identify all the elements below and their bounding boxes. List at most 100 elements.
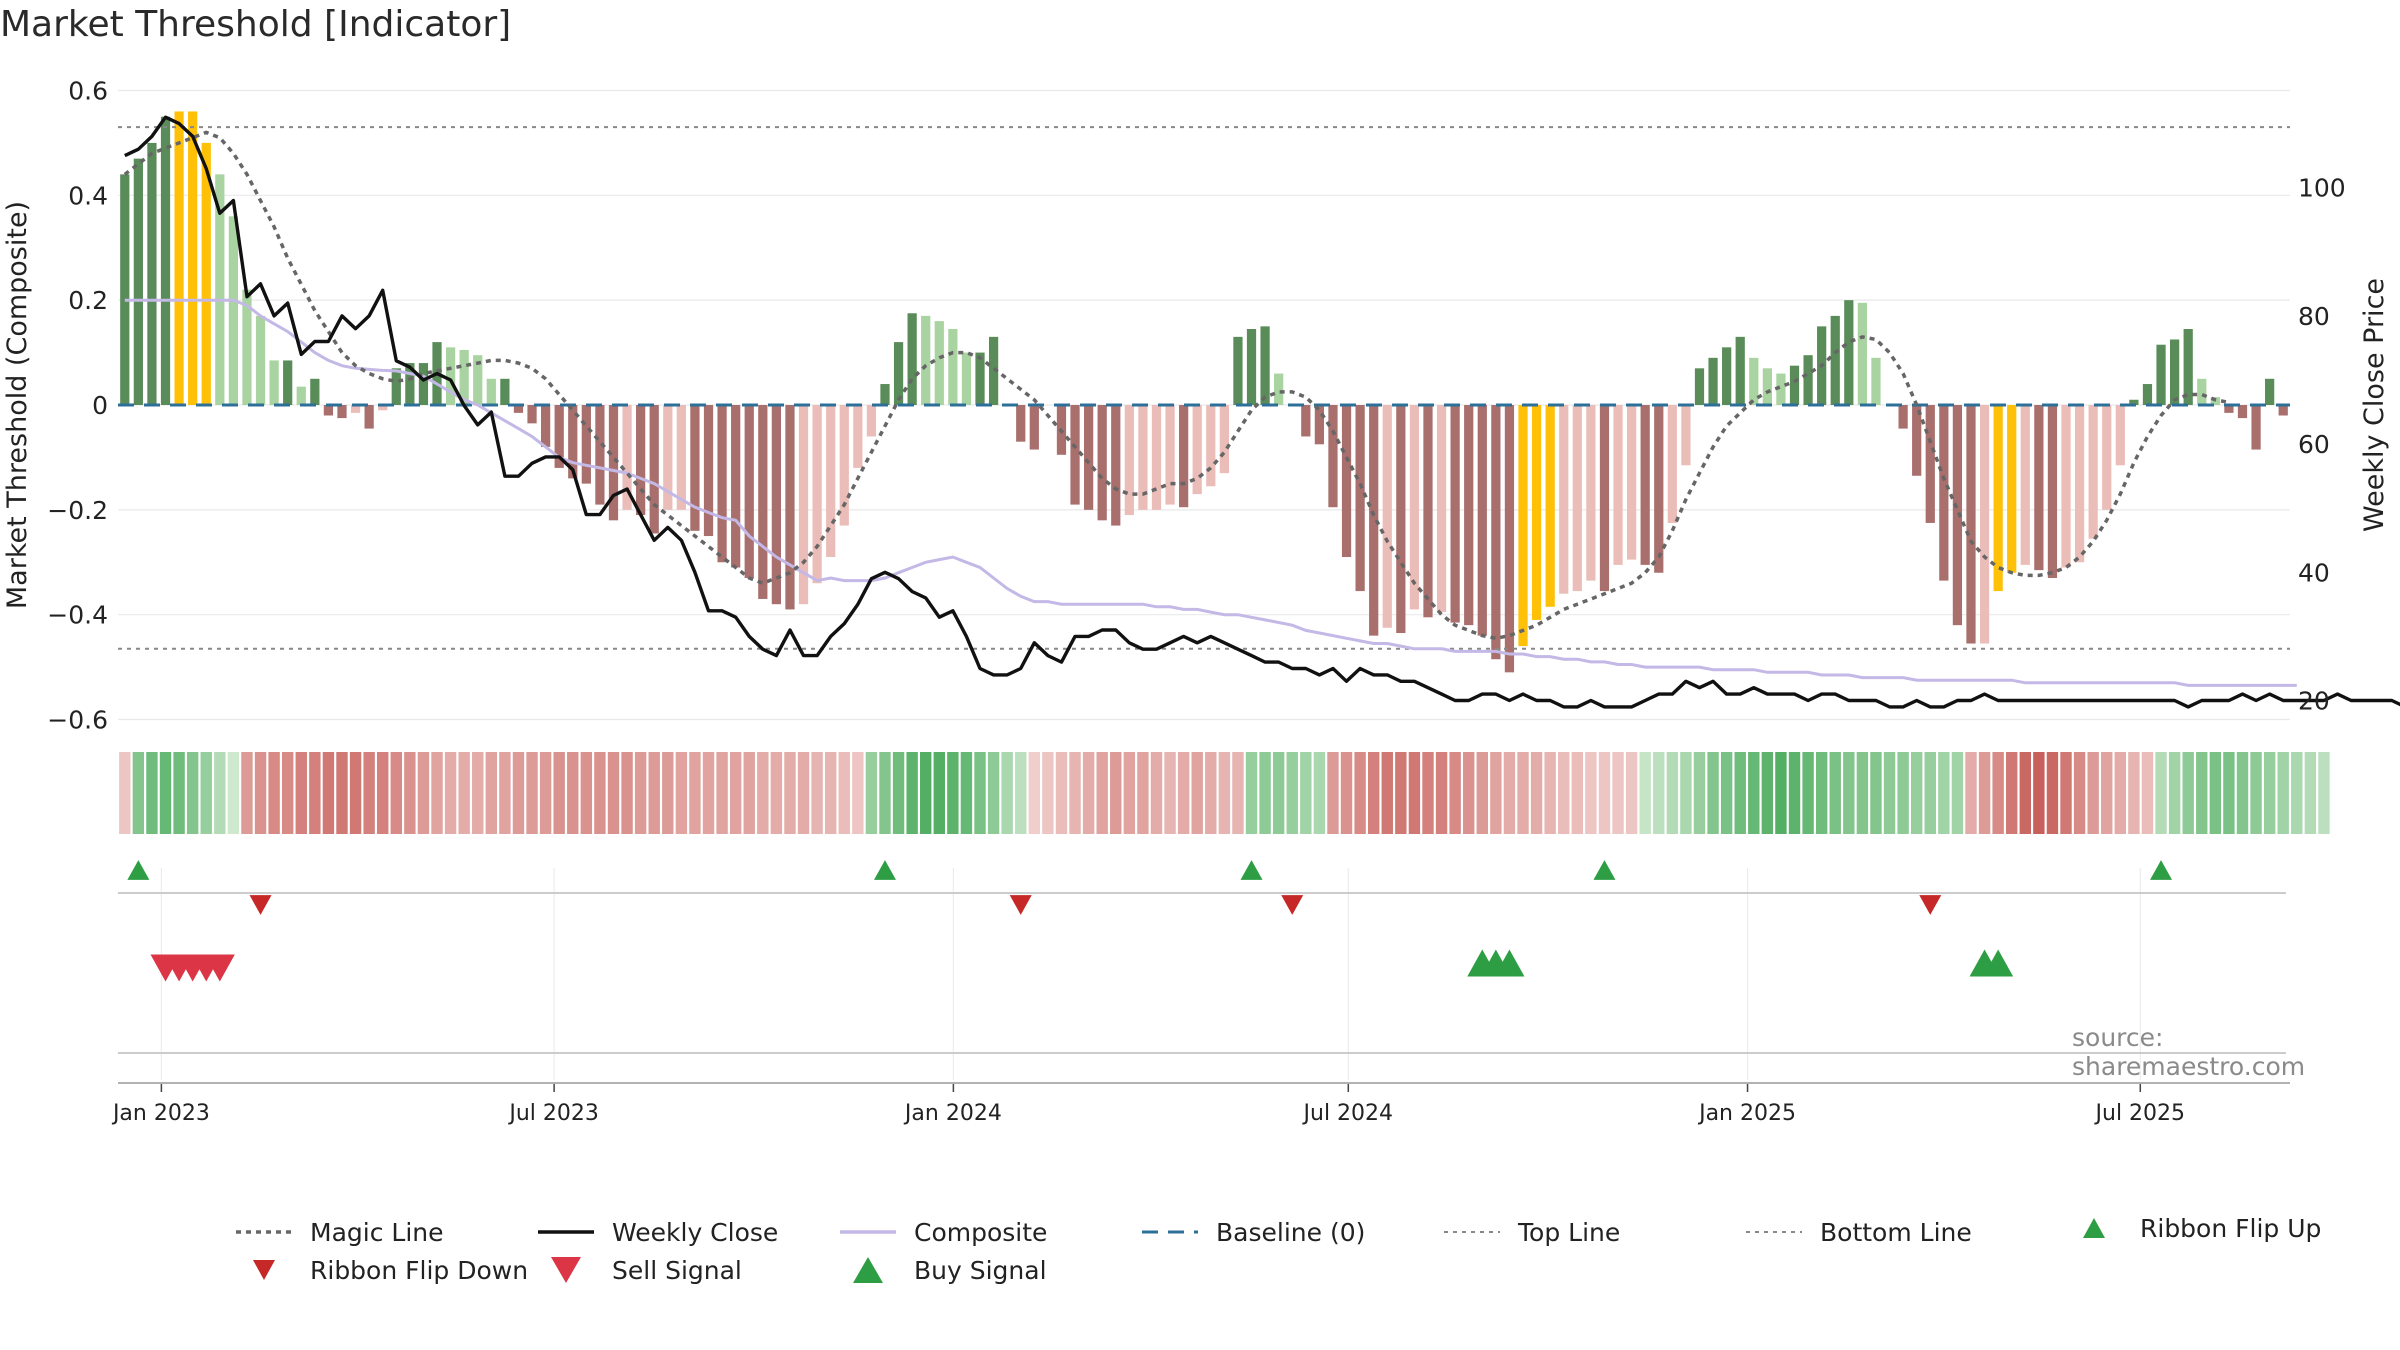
composite-bar <box>1477 405 1487 636</box>
composite-bar <box>296 386 306 405</box>
ribbon-cell <box>1965 752 1977 834</box>
ribbon-cell <box>1693 752 1706 834</box>
x-tick-label: Jan 2025 <box>1697 1101 1796 1126</box>
composite-bar <box>1640 405 1650 565</box>
composite-bar <box>880 384 890 405</box>
y2-axis-title: Weekly Close Price <box>2359 278 2390 532</box>
ribbon-cell <box>1544 752 1556 834</box>
ribbon-cell <box>1218 752 1231 834</box>
ribbon-cell <box>2318 752 2330 834</box>
composite-bar <box>255 315 266 405</box>
ribbon-flip-down-marker <box>1281 895 1304 915</box>
composite-bar <box>771 405 782 605</box>
ribbon-cell <box>947 752 959 834</box>
composite-line <box>124 298 2297 687</box>
ribbon-cell <box>1015 752 1027 834</box>
ribbon-cell <box>1082 752 1095 834</box>
composite-bar <box>1206 405 1216 487</box>
composite-bar <box>595 405 605 505</box>
ribbon-cell <box>879 752 891 834</box>
ribbon-cell <box>444 752 457 834</box>
composite-bar <box>1708 357 1718 405</box>
ribbon-cell <box>1598 752 1611 834</box>
composite-bar <box>1993 405 2003 592</box>
ribbon-flip-up-marker <box>127 860 150 880</box>
ribbon-cell <box>2168 752 2181 834</box>
composite-bar <box>459 349 469 405</box>
ribbon-cell <box>1422 752 1434 834</box>
composite-bar <box>1531 405 1542 620</box>
composite-bar <box>120 174 130 405</box>
ribbon-cell <box>1639 752 1651 834</box>
ribbon-cell <box>390 752 402 834</box>
composite-bar <box>636 405 646 516</box>
composite-bar <box>1667 405 1677 523</box>
composite-bar <box>1776 373 1786 405</box>
composite-bar <box>2265 378 2275 405</box>
composite-bar <box>975 352 985 405</box>
ribbon-cell <box>322 752 335 834</box>
ribbon-cell <box>1327 752 1339 834</box>
composite-bar <box>160 116 171 406</box>
composite-bar <box>608 405 619 521</box>
composite-bar <box>1409 405 1420 610</box>
composite-bar <box>500 378 510 405</box>
ribbon-cell <box>2291 752 2303 834</box>
ribbon-cell <box>1449 752 1461 834</box>
ribbon-cell <box>1625 752 1638 834</box>
ribbon-cell <box>892 752 905 834</box>
y-tick-label: −0.6 <box>47 706 108 735</box>
ribbon-cell <box>1815 752 1828 834</box>
ribbon-cell <box>1802 752 1814 834</box>
composite-bar <box>2224 405 2234 413</box>
ribbon-cell <box>1503 752 1516 834</box>
ribbon-cell <box>377 752 389 834</box>
ribbon-cell <box>1517 752 1529 834</box>
composite-bar <box>717 405 727 563</box>
series-lines <box>118 115 2400 709</box>
composite-bar <box>2156 344 2166 405</box>
ribbon-cell <box>146 752 158 834</box>
legend-swatch-buy-signal <box>853 1257 883 1283</box>
ribbon-cell <box>1910 752 1923 834</box>
ribbon-cell <box>607 752 620 834</box>
composite-bar <box>1260 326 1270 405</box>
ribbon-cell <box>1585 752 1597 834</box>
ribbon-cell <box>2223 752 2235 834</box>
ribbon-cell <box>689 752 701 834</box>
ribbon-cell <box>485 752 498 834</box>
ribbon-cell <box>1734 752 1746 834</box>
composite-bar <box>1179 405 1189 508</box>
ribbon-cell <box>1055 752 1068 834</box>
legend-label: Weekly Close <box>612 1218 778 1247</box>
legend-label: Bottom Line <box>1820 1218 1972 1247</box>
ribbon-cell <box>1150 752 1163 834</box>
ribbon-cell <box>1924 752 1936 834</box>
composite-bar <box>907 313 917 405</box>
composite-bar <box>2061 405 2071 568</box>
ribbon-cell <box>281 752 294 834</box>
composite-bar <box>364 405 374 429</box>
composite-bar <box>1192 405 1202 495</box>
ribbon-cell <box>634 752 647 834</box>
composite-bar <box>540 405 551 447</box>
ribbon-cell <box>1720 752 1733 834</box>
ribbon-cell <box>1843 752 1855 834</box>
ribbon-cell <box>349 752 362 834</box>
composite-bar <box>1599 405 1610 592</box>
composite-bar <box>948 328 958 405</box>
ribbon-cell <box>336 752 348 834</box>
ribbon-cell <box>1992 752 2004 834</box>
composite-bar <box>2251 405 2261 450</box>
page-title: Market Threshold [Indicator] <box>0 4 512 45</box>
composite-bar <box>2020 405 2030 565</box>
composite-bar <box>513 405 524 413</box>
ribbon-cell <box>512 752 525 834</box>
y-tick-label: 0.2 <box>68 286 108 315</box>
composite-bar <box>581 405 591 484</box>
composite-bar <box>2074 405 2085 563</box>
composite-bar <box>690 405 700 531</box>
ribbon-cell <box>2250 752 2262 834</box>
ribbon-cell <box>1042 752 1054 834</box>
ribbon-cell <box>797 752 810 834</box>
